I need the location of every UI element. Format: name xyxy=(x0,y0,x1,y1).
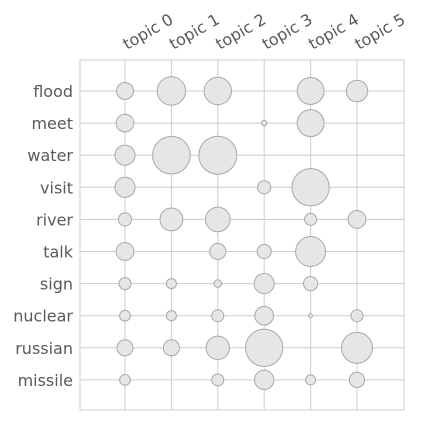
bubble-nuclear-topic-1 xyxy=(165,310,177,322)
bubble-flood-topic-1 xyxy=(156,76,187,106)
bubble-nuclear-topic-2 xyxy=(211,309,225,323)
bubble-russian-topic-3 xyxy=(245,328,284,367)
topic-tick-label: topic 3 xyxy=(259,10,316,54)
bubble-meet-topic-0 xyxy=(115,113,135,133)
word-tick-label: visit xyxy=(40,178,73,197)
bubble-river-topic-2 xyxy=(204,206,231,233)
plot-frame xyxy=(79,59,405,411)
bubble-missile-topic-0 xyxy=(119,374,131,386)
bubble-sign-topic-0 xyxy=(118,277,132,291)
bubble-russian-topic-5 xyxy=(341,331,373,364)
word-tick-label: flood xyxy=(33,82,73,101)
bubble-visit-topic-3 xyxy=(257,180,272,195)
bubble-flood-topic-4 xyxy=(296,77,325,105)
bubble-russian-topic-0 xyxy=(116,339,134,357)
bubble-sign-topic-1 xyxy=(165,278,177,290)
bubble-flood-topic-0 xyxy=(116,82,134,100)
word-tick-label: river xyxy=(36,210,73,229)
word-tick-label: meet xyxy=(31,114,73,133)
bubble-visit-topic-4 xyxy=(291,168,330,207)
bubble-missile-topic-5 xyxy=(348,371,366,388)
bubble-missile-topic-4 xyxy=(305,374,317,386)
word-tick-label: russian xyxy=(15,339,73,358)
bubble-missile-topic-3 xyxy=(254,369,275,391)
bubble-nuclear-topic-3 xyxy=(254,305,275,326)
topic-tick-label: topic 5 xyxy=(352,10,409,54)
bubble-sign-topic-2 xyxy=(213,279,223,288)
bubble-water-topic-1 xyxy=(152,135,191,175)
word-tick-label: nuclear xyxy=(13,307,73,326)
bubble-talk-topic-2 xyxy=(209,242,227,261)
bubble-russian-topic-2 xyxy=(205,335,231,361)
bubble-river-topic-0 xyxy=(117,212,133,227)
bubble-meet-topic-4 xyxy=(296,109,325,138)
bubble-meet-topic-3 xyxy=(261,119,268,127)
word-tick-label: sign xyxy=(40,275,73,294)
bubble-flood-topic-5 xyxy=(345,79,369,103)
topic-tick-label: topic 0 xyxy=(120,10,177,54)
topic-tick-label: topic 2 xyxy=(212,10,269,54)
bubble-talk-topic-0 xyxy=(115,242,135,261)
bubble-visit-topic-0 xyxy=(114,176,136,198)
bubble-river-topic-4 xyxy=(304,212,318,226)
bubble-sign-topic-4 xyxy=(302,275,319,292)
word-tick-label: talk xyxy=(43,243,74,262)
topic-tick-label: topic 1 xyxy=(166,10,223,54)
bubble-missile-topic-2 xyxy=(211,373,225,387)
bubble-talk-topic-4 xyxy=(295,236,327,267)
word-axis-labels: flood meet water visit river talk sign nuclear r… xyxy=(13,82,73,390)
bubble-river-topic-5 xyxy=(347,209,367,229)
topic-tick-label: topic 4 xyxy=(305,10,362,54)
bubble-nuclear-topic-4 xyxy=(308,313,314,319)
bubble-water-topic-2 xyxy=(198,135,238,175)
bubbles xyxy=(114,76,373,391)
bubble-nuclear-topic-0 xyxy=(119,309,131,322)
bubble-flood-topic-2 xyxy=(203,76,233,106)
bubble-russian-topic-1 xyxy=(162,339,180,357)
word-tick-label: water xyxy=(27,146,73,165)
word-tick-label: missile xyxy=(18,371,73,390)
bubble-nuclear-topic-5 xyxy=(350,309,364,323)
bubble-talk-topic-3 xyxy=(256,243,272,260)
bubble-sign-topic-3 xyxy=(253,273,275,295)
bubble-river-topic-1 xyxy=(159,207,184,232)
bubble-water-topic-0 xyxy=(114,144,136,166)
